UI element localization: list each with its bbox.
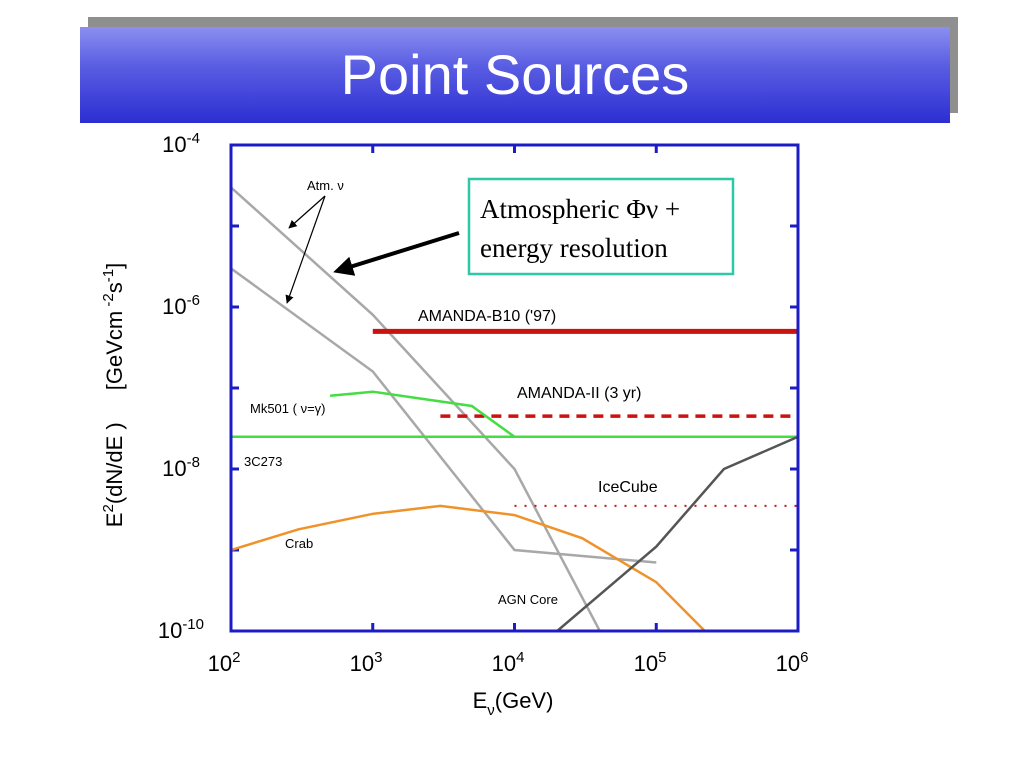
y-axis-label: E2(dN/dE )[GeVcm -2s-1] — [100, 263, 127, 527]
y-tick-label: 10-10 — [158, 616, 204, 643]
series-line-atm-1 — [231, 267, 657, 564]
callout-box — [467, 177, 735, 276]
y-tick-label: 10-6 — [162, 292, 200, 319]
amanda-ii-label: AMANDA-II (3 yr) — [517, 385, 641, 402]
x-tick-label: 104 — [492, 649, 525, 676]
x-tick-label: 106 — [776, 649, 809, 676]
c3c273-label: 3C273 — [244, 454, 282, 469]
plot-frame — [229, 143, 800, 633]
atm-arrow-lower — [285, 195, 326, 304]
x-tick-label: 102 — [208, 649, 241, 676]
slide-title: Point Sources — [340, 43, 690, 106]
series-line-mk501-5 — [329, 390, 516, 438]
y-tick-label: 10-8 — [162, 454, 200, 481]
icecube-label: IceCube — [598, 479, 658, 496]
callout-line2: energy resolution — [480, 233, 668, 263]
mk501-label: Mk501 ( ν=γ) — [250, 401, 326, 416]
callout-arrow — [333, 231, 460, 276]
agn-core-label: AGN Core — [498, 592, 558, 607]
x-tick-label: 103 — [350, 649, 383, 676]
series-layer — [231, 186, 798, 631]
x-axis-label: Eν(GeV) — [473, 688, 554, 719]
series-line-crab-7 — [231, 504, 706, 631]
x-tick-label: 105 — [634, 649, 667, 676]
series-line-agn-core-8 — [556, 435, 798, 631]
amanda-b10-label: AMANDA-B10 ('97) — [418, 308, 556, 325]
y-tick-label: 10-4 — [162, 130, 200, 157]
crab-label: Crab — [285, 536, 313, 551]
atm-arrow-upper — [288, 195, 326, 229]
atm-nu-label: Atm. ν — [307, 178, 344, 193]
title-bar: Point Sources — [80, 27, 950, 123]
series-line-atm-0 — [231, 186, 601, 631]
callout-line1: Atmospheric Φν + — [480, 194, 680, 224]
